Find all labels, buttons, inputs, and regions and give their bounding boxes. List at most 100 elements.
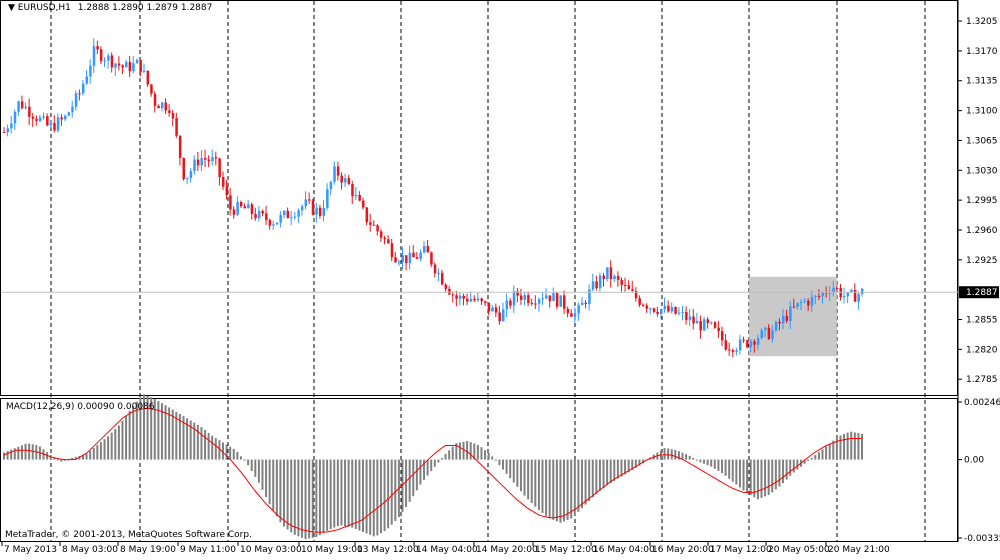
copyright-text: MetaTrader, © 2001-2013, MetaQuotes Soft… bbox=[5, 530, 252, 540]
candle-body bbox=[171, 112, 175, 119]
candle-body bbox=[225, 186, 229, 196]
price-tick-label: 1.2855 bbox=[966, 316, 998, 326]
macd-histogram-bar bbox=[699, 459, 702, 463]
candle-body bbox=[695, 321, 699, 324]
candle-body bbox=[300, 206, 304, 211]
candle-body bbox=[31, 116, 35, 119]
selection-rectangle bbox=[749, 276, 837, 357]
candle-body bbox=[53, 123, 56, 131]
candle-body bbox=[290, 217, 293, 219]
macd-histogram-bar bbox=[415, 459, 418, 491]
candle-body bbox=[358, 194, 361, 201]
candle-body bbox=[810, 296, 814, 306]
chevron-down-icon[interactable]: ▼ bbox=[8, 3, 15, 13]
candle-body bbox=[458, 295, 462, 299]
candle-body bbox=[598, 275, 602, 289]
candle-body bbox=[771, 330, 774, 340]
time-tick-label: 9 May 11:00 bbox=[180, 545, 236, 555]
candle-body bbox=[117, 63, 121, 66]
macd-histogram-bar bbox=[821, 449, 824, 460]
candle-body bbox=[318, 207, 322, 216]
macd-histogram-bar bbox=[60, 459, 63, 462]
macd-histogram-bar bbox=[150, 397, 153, 460]
candle-body bbox=[257, 211, 261, 219]
macd-histogram-bar bbox=[566, 459, 569, 520]
macd-histogram-bar bbox=[785, 459, 788, 480]
candle-body bbox=[803, 300, 807, 303]
candle-body bbox=[861, 288, 864, 295]
candle-body bbox=[153, 93, 157, 106]
macd-tick-label: 0.00 bbox=[964, 456, 984, 466]
candle-body bbox=[28, 106, 31, 117]
candle-body bbox=[326, 189, 329, 208]
candle-body bbox=[283, 210, 286, 216]
candle-body bbox=[642, 304, 645, 306]
candle-body bbox=[717, 327, 720, 332]
macd-histogram-bar bbox=[512, 459, 515, 483]
macd-histogram-bar bbox=[613, 459, 616, 481]
candle-body bbox=[164, 102, 168, 111]
candle-body bbox=[365, 207, 369, 223]
candle-body bbox=[624, 284, 627, 286]
candle-body bbox=[444, 284, 448, 289]
candle-body bbox=[178, 135, 182, 158]
macd-histogram-bar bbox=[211, 435, 214, 460]
macd-histogram-bar bbox=[746, 459, 749, 494]
candle-body bbox=[128, 62, 132, 72]
candle-body bbox=[649, 308, 652, 310]
macd-histogram-bar bbox=[760, 459, 763, 498]
candle-body bbox=[193, 159, 196, 172]
candle-body bbox=[835, 287, 839, 289]
time-tick-label: 14 May 20:00 bbox=[476, 545, 538, 555]
candle-body bbox=[64, 115, 67, 120]
macd-histogram-bar bbox=[318, 459, 321, 536]
macd-histogram-bar bbox=[843, 434, 846, 460]
macd-histogram-bar bbox=[31, 444, 34, 460]
candle-body bbox=[591, 281, 595, 290]
price-tick-label: 1.3030 bbox=[966, 166, 998, 176]
macd-histogram-bar bbox=[157, 400, 160, 460]
candle-body bbox=[347, 178, 351, 185]
candle-body bbox=[125, 62, 128, 68]
candle-body bbox=[135, 59, 139, 64]
macd-histogram-bar bbox=[300, 459, 303, 538]
macd-histogram-bar bbox=[767, 459, 770, 495]
candle-body bbox=[308, 199, 311, 201]
ohlc-values: 1.2888 1.2890 1.2879 1.2887 bbox=[77, 3, 213, 13]
candle-body bbox=[494, 307, 498, 313]
macd-histogram-bar bbox=[595, 459, 598, 494]
candle-body bbox=[817, 296, 821, 298]
macd-histogram-bar bbox=[125, 415, 128, 460]
candle-body bbox=[322, 207, 326, 216]
macd-histogram-bar bbox=[807, 459, 810, 461]
macd-histogram-bar bbox=[519, 459, 522, 492]
candle-body bbox=[376, 225, 379, 232]
candle-body bbox=[394, 257, 397, 263]
candle-body bbox=[502, 309, 505, 322]
macd-histogram-bar bbox=[20, 445, 23, 460]
macd-histogram-bar bbox=[570, 459, 573, 519]
candle-body bbox=[498, 312, 501, 322]
candle-body bbox=[340, 175, 343, 183]
macd-histogram-bar bbox=[588, 459, 591, 501]
macd-histogram-bar bbox=[839, 435, 842, 460]
macd-histogram-bar bbox=[674, 449, 677, 460]
macd-histogram-bar bbox=[509, 459, 512, 479]
candle-body bbox=[186, 178, 189, 180]
candle-body bbox=[99, 49, 103, 62]
candle-body bbox=[484, 301, 487, 303]
candle-body bbox=[469, 298, 473, 302]
candle-body bbox=[681, 311, 685, 313]
candle-body bbox=[720, 331, 724, 341]
macd-histogram-bar bbox=[695, 459, 698, 461]
candle-body bbox=[433, 264, 437, 274]
candle-body bbox=[293, 216, 297, 218]
candle-body bbox=[182, 157, 185, 180]
candle-body bbox=[487, 302, 491, 312]
macd-histogram-bar bbox=[835, 437, 838, 460]
macd-histogram-bar bbox=[178, 413, 181, 460]
candle-body bbox=[853, 290, 857, 302]
macd-histogram-bar bbox=[631, 459, 634, 470]
